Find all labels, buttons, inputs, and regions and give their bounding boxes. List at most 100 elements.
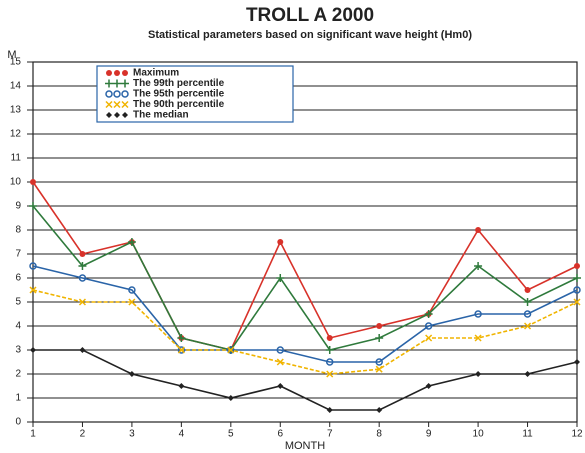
point-marker: [105, 100, 113, 109]
y-tick-label: 3: [15, 345, 21, 356]
marker-shape: [105, 100, 113, 109]
marker-shape: [127, 238, 136, 246]
y-tick-label: 15: [10, 57, 22, 68]
point-marker: [29, 262, 37, 270]
point-marker: [227, 395, 234, 401]
x-tick-label: 8: [376, 429, 382, 440]
point-marker: [128, 371, 135, 377]
point-marker: [127, 238, 136, 246]
marker-shape: [78, 298, 86, 306]
point-marker: [376, 407, 383, 413]
point-marker: [523, 310, 532, 318]
marker-shape: [29, 202, 37, 210]
marker-shape: [113, 79, 121, 88]
marker-shape: [276, 274, 285, 282]
marker-shape: [177, 346, 186, 354]
marker-shape: [227, 346, 235, 354]
marker-shape: [424, 322, 433, 330]
marker-shape: [425, 383, 432, 389]
legend-label: The 95th percentile: [133, 89, 225, 100]
marker-shape: [573, 274, 581, 282]
marker-shape: [573, 298, 581, 306]
y-tick-label: 9: [15, 201, 21, 212]
point-marker: [375, 358, 383, 366]
point-marker: [573, 298, 581, 306]
point-marker: [276, 346, 285, 354]
marker-shape: [113, 100, 121, 109]
point-marker: [475, 227, 482, 233]
point-marker: [29, 202, 37, 210]
marker-shape: [277, 383, 284, 389]
point-marker: [113, 100, 121, 109]
point-marker: [29, 286, 37, 294]
legend-label: The 90th percentile: [133, 99, 225, 110]
marker-shape: [523, 298, 532, 306]
marker-shape: [474, 310, 482, 318]
point-marker: [524, 371, 531, 377]
marker-shape: [29, 286, 37, 294]
x-tick-label: 12: [571, 429, 583, 440]
point-marker: [30, 179, 36, 185]
point-marker: [424, 310, 433, 318]
legend-box: [96, 65, 294, 123]
marker-shape: [573, 286, 581, 294]
point-marker: [105, 90, 113, 98]
point-marker: [114, 70, 120, 76]
marker-shape: [326, 407, 333, 413]
marker-shape: [113, 90, 121, 98]
point-marker: [474, 334, 482, 342]
marker-shape: [128, 298, 136, 306]
point-marker: [277, 383, 284, 389]
y-tick-label: 0: [15, 417, 21, 428]
marker-shape: [574, 263, 580, 269]
marker-shape: [78, 262, 87, 270]
legend-label: The 99th percentile: [133, 78, 225, 89]
y-tick-label: 2: [15, 369, 21, 380]
y-tick-label: 1: [15, 393, 21, 404]
marker-shape: [128, 371, 135, 377]
point-marker: [277, 239, 284, 245]
x-tick-label: 4: [179, 429, 185, 440]
chart-subtitle: Statistical parameters based on signific…: [148, 29, 472, 41]
x-tick-label: 1: [30, 429, 36, 440]
point-marker: [106, 70, 112, 76]
marker-shape: [475, 227, 482, 233]
marker-shape: [276, 358, 284, 366]
point-marker: [227, 346, 235, 354]
marker-shape: [375, 334, 384, 342]
x-tick-label: 6: [277, 429, 283, 440]
point-marker: [474, 310, 482, 318]
point-marker: [573, 286, 581, 294]
marker-shape: [78, 274, 87, 282]
x-tick-label: 2: [80, 429, 86, 440]
marker-shape: [375, 358, 383, 366]
legend-label: The median: [133, 110, 189, 121]
point-marker: [106, 112, 112, 118]
point-marker: [227, 346, 235, 354]
point-marker: [425, 334, 433, 342]
point-marker: [376, 323, 383, 329]
series-line: [33, 349, 578, 411]
point-marker: [425, 383, 432, 389]
marker-shape: [114, 112, 120, 118]
marker-shape: [79, 251, 86, 257]
marker-shape: [121, 100, 129, 109]
marker-shape: [227, 346, 235, 354]
marker-shape: [128, 286, 136, 294]
point-marker: [177, 346, 185, 354]
y-tick-label: 6: [15, 273, 21, 284]
y-tick-label: 8: [15, 225, 21, 236]
point-marker: [574, 263, 580, 269]
x-tick-label: 7: [327, 429, 333, 440]
marker-shape: [474, 334, 482, 342]
point-marker: [113, 90, 121, 98]
point-marker: [122, 112, 128, 118]
y-tick-label: 13: [10, 105, 22, 116]
y-tick-label: 7: [15, 249, 21, 260]
point-marker: [524, 322, 532, 330]
series-line: [32, 265, 578, 363]
series-line: [32, 289, 578, 375]
marker-shape: [424, 310, 433, 318]
point-marker: [121, 90, 129, 98]
